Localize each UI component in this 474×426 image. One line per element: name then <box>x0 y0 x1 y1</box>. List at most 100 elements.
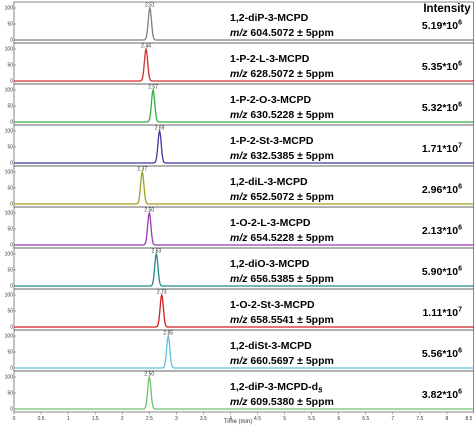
y-tick-label: 0 <box>10 202 13 208</box>
intensity-value: 5.19*106 <box>422 20 462 33</box>
chromatogram-panel: 0 50 100 2.85 1,2-diSt-3-MCPD m/z 660.5697 ± … <box>5 329 474 372</box>
peak-rt-label: 2.63 <box>151 249 161 255</box>
y-tick-label: 100 <box>5 47 14 53</box>
y-tick-label: 50 <box>7 22 13 28</box>
y-tick-label: 100 <box>5 334 14 340</box>
mz-value: m/z 628.5072 ± 5ppm <box>230 68 334 80</box>
y-tick-label: 50 <box>7 104 13 110</box>
intensity-value: 1.71*107 <box>422 143 462 156</box>
x-axis: 0 0.5 1 1.5 2 2.5 3 3.5 4 4.5 5 5.5 6 6.5 7 7.5 8 8.5 <box>13 412 474 422</box>
y-tick-label: 100 <box>5 211 14 217</box>
compound-name: 1,2-diP-3-MCPD-d5 <box>230 381 323 395</box>
x-tick-label: 5.5 <box>308 416 315 422</box>
x-tick-label: 6 <box>337 416 340 422</box>
y-tick-label: 100 <box>5 170 14 176</box>
y-tick-label: 0 <box>10 407 13 413</box>
peak-trace <box>14 292 474 328</box>
y-tick-label: 0 <box>10 243 13 249</box>
x-tick-label: 2.5 <box>146 416 153 422</box>
x-tick-label: 2 <box>121 416 124 422</box>
peak-rt-label: 2.69 <box>155 126 165 132</box>
x-tick-label: 8.5 <box>466 416 473 422</box>
compound-name: 1-P-2-O-3-MCPD <box>230 94 312 106</box>
chromatogram-panel: 0 50 100 2.50 1-O-2-L-3-MCPD m/z 654.5228 ± 5… <box>5 206 474 249</box>
y-tick-label: 0 <box>10 325 13 331</box>
chromatogram-panel: 0 50 100 2.44 1-P-2-L-3-MCPD m/z 628.5072 ± 5… <box>5 42 474 85</box>
y-tick-label: 50 <box>7 350 13 356</box>
intensity-value: 2.96*106 <box>422 184 462 197</box>
y-tick-label: 100 <box>5 129 14 135</box>
x-tick-label: 6.5 <box>362 416 369 422</box>
y-tick-label: 50 <box>7 145 13 151</box>
mz-value: m/z 654.5228 ± 5ppm <box>230 232 334 244</box>
chromatogram-panel: 0 50 100 2.73 1-O-2-St-3-MCPD m/z 658.5541 ± … <box>5 288 474 331</box>
mz-value: m/z 630.5228 ± 5ppm <box>230 109 334 121</box>
peak-trace <box>14 251 474 287</box>
peak-rt-label: 2.37 <box>137 167 147 173</box>
peak-rt-label: 2.50 <box>144 208 154 214</box>
peak-rt-label: 2.57 <box>148 85 158 91</box>
peak-rt-label: 2.50 <box>144 372 154 378</box>
compound-name: 1-P-2-St-3-MCPD <box>230 135 314 147</box>
compound-name: 1-O-2-St-3-MCPD <box>230 299 315 311</box>
compound-name: 1,2-diL-3-MCPD <box>230 176 308 188</box>
chromatogram-panel: 0 50 100 2.37 1,2-diL-3-MCPD m/z 652.5072 ± 5… <box>5 165 474 208</box>
peak-trace <box>14 333 474 369</box>
chromatogram-panel: 0 50 100 2.51 1,2-diP-3-MCPD m/z 604.5072 ± 5… <box>5 1 474 44</box>
chromatogram-panel: 0 50 100 2.50 1,2-diP-3-MCPD-d5m/z 609.5380 … <box>5 370 474 413</box>
mz-value: m/z 604.5072 ± 5ppm <box>230 27 334 39</box>
y-tick-label: 0 <box>10 38 13 44</box>
peak-trace <box>14 87 474 123</box>
y-tick-label: 50 <box>7 186 13 192</box>
intensity-value: 5.35*106 <box>422 61 462 74</box>
y-tick-label: 100 <box>5 375 14 381</box>
y-tick-label: 100 <box>5 293 14 299</box>
intensity-value: 5.90*106 <box>422 266 462 279</box>
y-tick-label: 50 <box>7 309 13 315</box>
x-tick-label: 3.5 <box>200 416 207 422</box>
y-tick-label: 100 <box>5 252 14 258</box>
peak-rt-label: 2.44 <box>141 44 151 50</box>
x-tick-label: 1 <box>67 416 70 422</box>
compound-name: 1-O-2-L-3-MCPD <box>230 217 311 229</box>
x-tick-label: 0 <box>13 416 16 422</box>
x-tick-label: 4.5 <box>254 416 261 422</box>
x-axis-label: Time (min) <box>224 419 252 425</box>
peak-trace <box>14 374 474 410</box>
compound-name: 1-P-2-L-3-MCPD <box>230 53 310 65</box>
mz-value: m/z 658.5541 ± 5ppm <box>230 314 334 326</box>
chromatogram-panel: 0 50 100 2.63 1,2-diO-3-MCPD m/z 656.5385 ± 5… <box>5 247 474 290</box>
peak-trace <box>14 210 474 246</box>
x-tick-label: 3 <box>175 416 178 422</box>
chromatogram-panel: 0 50 100 2.69 1-P-2-St-3-MCPD m/z 632.5385 ± … <box>5 124 474 167</box>
peak-rt-label: 2.73 <box>157 290 167 296</box>
x-tick-label: 8 <box>446 416 449 422</box>
y-tick-label: 0 <box>10 161 13 167</box>
intensity-header: Intensity <box>423 3 471 15</box>
y-tick-label: 0 <box>10 366 13 372</box>
compound-name: 1,2-diSt-3-MCPD <box>230 340 312 352</box>
y-tick-label: 50 <box>7 391 13 397</box>
compound-name: 1,2-diO-3-MCPD <box>230 258 310 270</box>
compound-name: 1,2-diP-3-MCPD <box>230 12 309 24</box>
mz-value: m/z 660.5697 ± 5ppm <box>230 355 334 367</box>
intensity-value: 5.56*106 <box>422 348 462 361</box>
y-tick-label: 50 <box>7 268 13 274</box>
mz-value: m/z 656.5385 ± 5ppm <box>230 273 334 285</box>
chromatogram-panel: 0 50 100 2.57 1-P-2-O-3-MCPD m/z 630.5228 ± 5… <box>5 83 474 126</box>
peak-trace <box>14 169 474 205</box>
y-tick-label: 0 <box>10 284 13 290</box>
peak-trace <box>14 46 474 82</box>
intensity-value: 3.82*106 <box>422 389 462 402</box>
intensity-value: 5.32*106 <box>422 102 462 115</box>
x-tick-label: 7.5 <box>416 416 423 422</box>
peak-trace <box>14 128 474 164</box>
peak-trace <box>14 5 474 41</box>
intensity-value: 2.13*106 <box>422 225 462 238</box>
y-tick-label: 0 <box>10 79 13 85</box>
chromatogram-panels: 0 50 100 2.51 1,2-diP-3-MCPD m/z 604.5072 ± 5… <box>5 1 474 413</box>
peak-rt-label: 2.85 <box>163 331 173 337</box>
x-tick-label: 7 <box>391 416 394 422</box>
y-tick-label: 0 <box>10 120 13 126</box>
